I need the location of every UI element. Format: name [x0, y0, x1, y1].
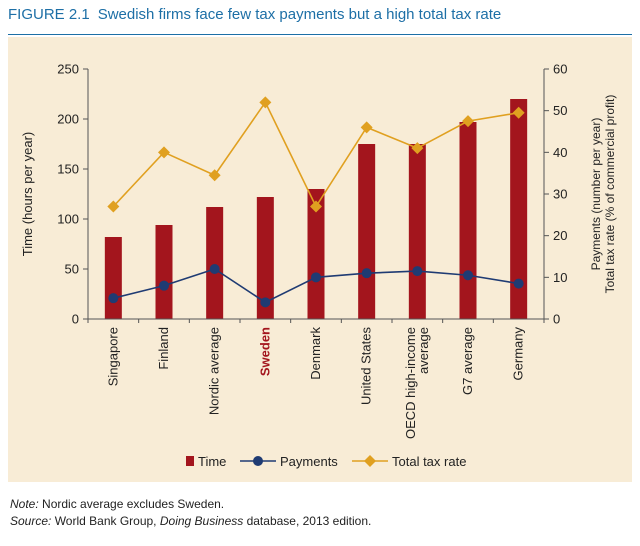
bar-time-1: [104, 237, 122, 319]
bar-time-7: [408, 144, 426, 319]
legend-marker-payments: [253, 456, 263, 466]
x-tick-label: Sweden: [257, 327, 272, 376]
legend-label-total-tax-rate: Total tax rate: [392, 454, 466, 469]
legend-label-payments: Payments: [280, 454, 338, 469]
y-axis-right-title-line: Total tax rate (% of commercial profit): [603, 95, 617, 294]
bar-time-5: [307, 189, 325, 319]
legend-swatch-time: [186, 456, 194, 466]
point-payments-3: [209, 264, 220, 274]
y-right-tick-label: 60: [553, 62, 567, 77]
note-label: Note:: [10, 497, 39, 511]
y-left-tick-label: 150: [57, 162, 79, 177]
x-tick-label: Singapore: [105, 327, 120, 386]
x-tick-label: Nordic average: [207, 327, 222, 415]
y-left-tick-label: 250: [57, 62, 79, 77]
point-total-tax-rate-7: [411, 142, 424, 155]
source-italic: Doing Business: [159, 514, 244, 528]
y-left-tick-label: 100: [57, 212, 79, 227]
y-left-tick-label: 0: [72, 312, 79, 327]
point-total-tax-rate-1: [107, 200, 120, 213]
note-line: Note: Nordic average excludes Sweden.: [10, 496, 630, 513]
combo-chart: 0 50 100 150 200 250 0 10 20 30 40 50 60 Time (hours …: [20, 62, 617, 470]
point-total-tax-rate-8: [462, 115, 474, 128]
y-left-tick-label: 200: [57, 112, 79, 127]
note-text: Nordic average excludes Sweden.: [38, 497, 225, 511]
chart-panel: 0 50 100 150 200 250 0 10 20 30 40 50 60 Time (hours …: [8, 37, 632, 482]
source-label: Source:: [10, 514, 52, 528]
legend-label-time: Time: [198, 454, 226, 469]
point-total-tax-rate-3: [208, 169, 221, 182]
point-total-tax-rate-9: [512, 106, 525, 119]
source-line: Source: World Bank Group, Doing Business…: [10, 513, 630, 530]
figure-notes: Note: Nordic average excludes Sweden. So…: [10, 496, 630, 530]
y-right-tick-label: 50: [553, 103, 567, 118]
bar-time-9: [510, 99, 528, 319]
title-rule: [8, 34, 632, 35]
y-right-tick-label: 30: [553, 187, 567, 202]
point-payments-8: [463, 270, 473, 281]
point-payments-4: [260, 297, 271, 308]
point-payments-5: [311, 272, 321, 283]
x-tick-label: United States: [359, 327, 374, 406]
x-tick-label: G7 average: [460, 327, 475, 395]
bar-time-3: [206, 207, 224, 319]
bar-time-2: [155, 225, 173, 319]
point-total-tax-rate-6: [360, 121, 373, 134]
y-axis-right-title-line: Payments (number per year): [589, 118, 603, 271]
point-payments-1: [108, 293, 119, 304]
y-right-tick-label: 40: [553, 145, 567, 160]
x-tick-label: Denmark: [308, 327, 323, 380]
bar-time-6: [358, 144, 376, 319]
source-pre: World Bank Group,: [51, 514, 160, 528]
point-total-tax-rate-5: [310, 200, 322, 213]
y-right-tick-label: 20: [553, 228, 567, 243]
point-total-tax-rate-2: [158, 146, 170, 159]
bar-time-4: [256, 197, 274, 319]
y-right-tick-label: 0: [553, 312, 560, 327]
x-tick-label: OECD high-income: [403, 327, 418, 439]
point-payments-7: [412, 266, 423, 277]
figure-label: FIGURE 2.1: [8, 6, 90, 23]
y-left-tick-label: 50: [65, 262, 79, 277]
point-payments-2: [159, 280, 169, 291]
point-total-tax-rate-4: [259, 96, 272, 109]
y-axis-left-title: Time (hours per year): [20, 132, 35, 257]
source-post: database, 2013 edition.: [243, 514, 372, 528]
figure-title: FIGURE 2.1 Swedish firms face few tax pay…: [8, 6, 632, 23]
figure-title-text: Swedish firms face few tax payments but …: [97, 6, 502, 23]
bar-time-8: [459, 122, 477, 319]
x-tick-label: Finland: [156, 327, 171, 370]
point-payments-6: [361, 268, 372, 279]
point-payments-9: [513, 278, 524, 289]
x-tick-label: average: [416, 327, 431, 374]
x-tick-label: Germany: [511, 327, 526, 381]
y-right-tick-label: 10: [553, 270, 567, 285]
legend-marker-total-tax-rate: [364, 455, 376, 467]
